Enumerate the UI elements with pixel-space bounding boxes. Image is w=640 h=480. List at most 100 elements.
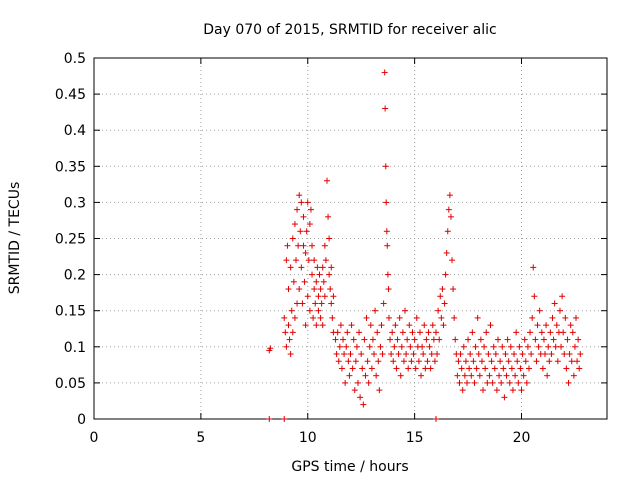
data-point <box>516 343 523 350</box>
data-point <box>346 372 353 379</box>
data-point <box>491 365 498 372</box>
data-point <box>447 213 454 220</box>
data-point <box>342 379 349 386</box>
data-point <box>461 372 468 379</box>
data-point <box>406 322 413 329</box>
data-point <box>297 228 304 235</box>
data-point <box>426 343 433 350</box>
data-point <box>538 329 545 336</box>
data-point <box>500 365 507 372</box>
data-point <box>467 351 474 358</box>
data-point <box>289 329 296 336</box>
grid-lines <box>94 58 607 419</box>
data-point <box>474 314 481 321</box>
data-point <box>384 242 391 249</box>
data-point <box>470 358 477 365</box>
data-point <box>437 293 444 300</box>
y-tick-label: 0.25 <box>55 232 86 248</box>
data-point <box>501 394 508 401</box>
data-point <box>558 343 565 350</box>
data-point <box>503 372 510 379</box>
data-point <box>328 300 335 307</box>
data-point <box>379 351 386 358</box>
data-point <box>309 271 316 278</box>
data-point <box>299 300 306 307</box>
data-point <box>544 372 551 379</box>
data-point <box>442 271 449 278</box>
data-point <box>384 271 391 278</box>
data-point <box>422 365 429 372</box>
data-point <box>458 365 465 372</box>
data-point <box>302 322 309 329</box>
data-point <box>341 351 348 358</box>
data-point <box>416 329 423 336</box>
data-point <box>564 336 571 343</box>
data-point <box>375 358 382 365</box>
data-point <box>469 329 476 336</box>
data-point <box>520 372 527 379</box>
data-point <box>536 307 543 314</box>
data-point <box>570 372 577 379</box>
data-point <box>462 358 469 365</box>
data-point <box>398 343 405 350</box>
data-point <box>365 379 372 386</box>
data-point <box>358 351 365 358</box>
data-point <box>482 365 489 372</box>
chart-title: Day 070 of 2015, SRMTID for receiver ali… <box>203 22 496 38</box>
data-point <box>368 365 375 372</box>
data-point <box>547 329 554 336</box>
data-point <box>502 351 509 358</box>
data-point <box>490 343 497 350</box>
data-point <box>468 372 475 379</box>
data-point <box>291 314 298 321</box>
data-point <box>527 329 534 336</box>
data-point <box>465 336 472 343</box>
data-point <box>428 351 435 358</box>
data-point <box>429 322 436 329</box>
x-tick-label: 15 <box>406 430 424 446</box>
data-point <box>325 213 332 220</box>
data-point <box>478 358 485 365</box>
data-point <box>347 351 354 358</box>
data-point <box>463 379 470 386</box>
data-point <box>323 177 330 184</box>
data-point <box>352 358 359 365</box>
data-point <box>550 336 557 343</box>
data-point <box>553 322 560 329</box>
data-point <box>311 286 318 293</box>
data-point <box>319 322 326 329</box>
data-point <box>285 286 292 293</box>
data-point <box>420 351 427 358</box>
data-point <box>573 314 580 321</box>
data-point <box>435 307 442 314</box>
data-point <box>335 358 342 365</box>
data-point <box>552 343 559 350</box>
data-point <box>504 336 511 343</box>
data-point <box>383 228 390 235</box>
data-point <box>349 365 356 372</box>
data-point <box>307 206 314 213</box>
data-point <box>488 358 495 365</box>
data-point <box>402 307 409 314</box>
data-point <box>480 387 487 394</box>
data-point <box>524 343 531 350</box>
data-point <box>514 358 521 365</box>
data-point <box>449 257 456 264</box>
data-point <box>440 322 447 329</box>
data-point <box>450 286 457 293</box>
y-tick-label: 0.3 <box>64 195 86 211</box>
data-point <box>313 278 320 285</box>
data-point <box>529 314 536 321</box>
data-point <box>551 300 558 307</box>
data-point <box>267 345 274 352</box>
data-point <box>305 257 312 264</box>
data-point <box>312 300 319 307</box>
data-point <box>360 401 367 408</box>
data-point <box>382 105 389 112</box>
data-point <box>382 163 389 170</box>
data-point <box>317 314 324 321</box>
data-point <box>298 264 305 271</box>
data-point <box>317 286 324 293</box>
x-tick-label: 10 <box>299 430 317 446</box>
